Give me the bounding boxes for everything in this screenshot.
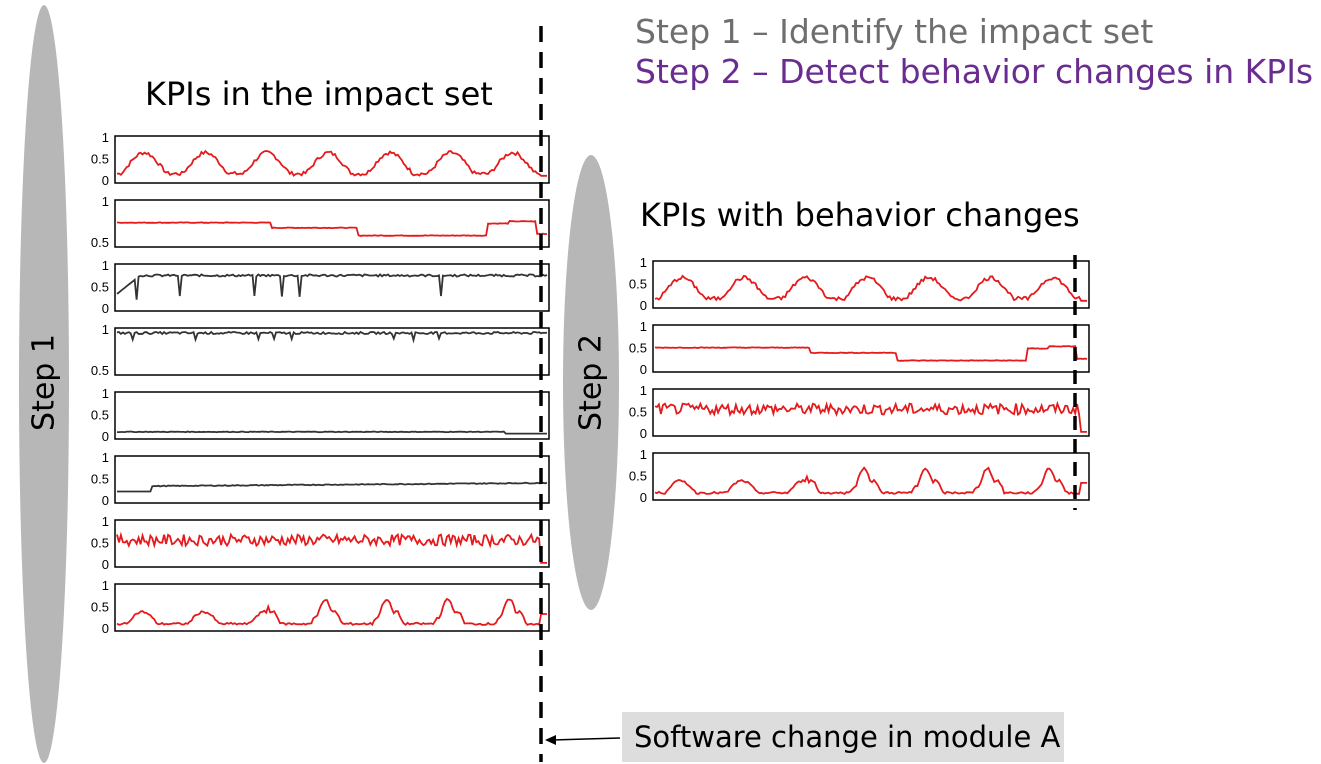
left-tick-kpi3-0: 1 [102, 258, 109, 273]
left-tick-kpi3-1: 0.5 [91, 280, 109, 295]
left-tick-kpi5-0: 1 [102, 386, 109, 401]
left-tick-kpi2-1: 0.5 [91, 235, 109, 250]
left-tick-kpi8-1: 0.5 [91, 600, 109, 615]
left-series-kpi6 [117, 481, 548, 493]
left-series-kpi8 [116, 597, 547, 627]
right-series-kpi2 [654, 345, 1088, 362]
step2-legend: Step 2 – Detect behavior changes in KPIs [635, 52, 1314, 91]
step1-ellipse [19, 5, 69, 763]
right-tick-kpi1-2: 0 [640, 298, 647, 313]
left-tick-kpi7-1: 0.5 [91, 536, 109, 551]
left-panel-title: KPIs in the impact set [145, 75, 493, 113]
software-change-callout: Software change in module A [622, 712, 1064, 762]
right-tick-kpi2-0: 1 [640, 319, 647, 334]
left-series-kpi5 [117, 430, 547, 435]
left-tick-kpi6-0: 1 [102, 450, 109, 465]
right-tick-kpi7-1: 0.5 [629, 405, 647, 420]
left-frame-kpi2 [114, 199, 550, 248]
left-tick-kpi1-2: 0 [102, 173, 109, 188]
right-frame-kpi2 [652, 324, 1090, 373]
right-tick-kpi8-0: 1 [640, 447, 647, 462]
left-tick-kpi4-0: 1 [102, 322, 109, 337]
right-tick-kpi7-2: 0 [640, 426, 647, 441]
left-tick-kpi1-0: 1 [102, 130, 109, 145]
left-series-kpi4 [116, 330, 548, 344]
left-frame-kpi6 [114, 455, 550, 504]
left-frame-kpi1 [114, 135, 550, 184]
left-tick-kpi6-2: 0 [102, 493, 109, 508]
left-tick-kpi5-2: 0 [102, 429, 109, 444]
left-tick-kpi6-1: 0.5 [91, 472, 109, 487]
right-tick-kpi2-1: 0.5 [629, 341, 647, 356]
left-frame-kpi3 [114, 263, 550, 312]
right-series-kpi1 [654, 274, 1087, 302]
right-tick-kpi2-2: 0 [640, 362, 647, 377]
right-panel-title: KPIs with behavior changes [640, 196, 1080, 234]
step2-ellipse [563, 155, 619, 610]
left-tick-kpi3-2: 0 [102, 301, 109, 316]
callout-arrow-shaft [551, 737, 621, 741]
right-tick-kpi8-1: 0.5 [629, 469, 647, 484]
left-tick-kpi7-0: 1 [102, 514, 109, 529]
right-tick-kpi7-0: 1 [640, 383, 647, 398]
left-tick-kpi4-1: 0.5 [91, 363, 109, 378]
right-frame-kpi1 [652, 260, 1090, 309]
left-tick-kpi1-1: 0.5 [91, 152, 109, 167]
left-series-kpi3 [116, 273, 548, 300]
left-tick-kpi7-2: 0 [102, 557, 109, 572]
left-series-kpi1 [116, 149, 547, 177]
left-tick-kpi2-0: 1 [102, 194, 109, 209]
step1-legend: Step 1 – Identify the impact set [635, 12, 1154, 51]
right-series-kpi7 [654, 400, 1087, 433]
callout-arrow-head [545, 735, 556, 745]
right-series-kpi8 [654, 466, 1087, 495]
left-series-kpi2 [116, 220, 548, 237]
right-tick-kpi1-0: 1 [640, 255, 647, 270]
left-tick-kpi8-2: 0 [102, 621, 109, 636]
right-tick-kpi1-1: 0.5 [629, 277, 647, 292]
right-tick-kpi8-2: 0 [640, 490, 647, 505]
left-series-kpi7 [116, 531, 547, 564]
left-frame-kpi4 [114, 327, 550, 376]
software-change-label: Software change in module A [634, 720, 1061, 754]
left-tick-kpi8-0: 1 [102, 578, 109, 593]
left-tick-kpi5-1: 0.5 [91, 408, 109, 423]
